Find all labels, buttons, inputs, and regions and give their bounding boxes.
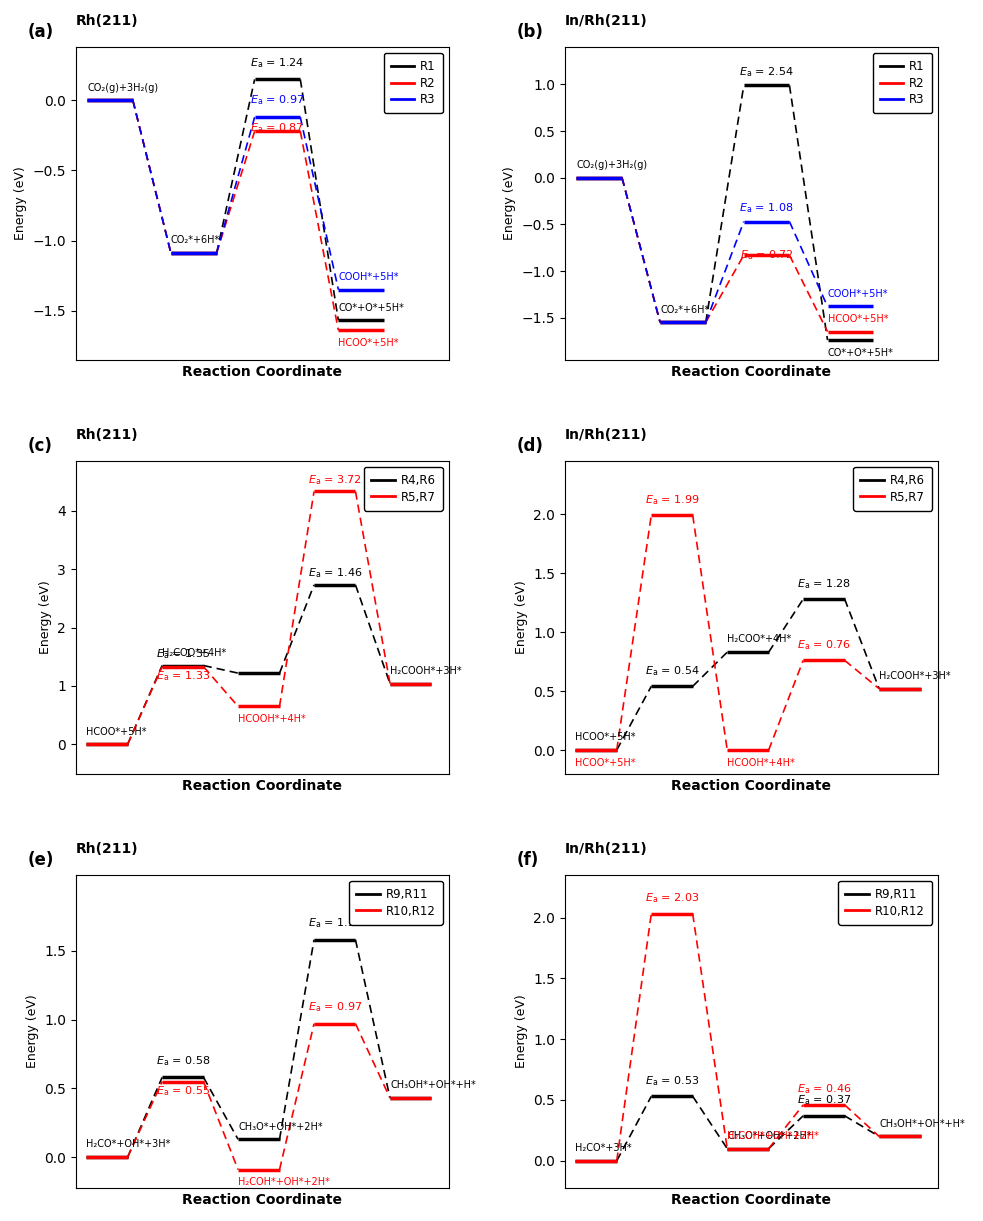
Y-axis label: Energy (eV): Energy (eV) <box>14 166 27 241</box>
Text: HCOO*+5H*: HCOO*+5H* <box>87 726 146 736</box>
Text: HCOO*+5H*: HCOO*+5H* <box>575 758 636 768</box>
Y-axis label: Energy (eV): Energy (eV) <box>503 166 516 241</box>
Text: $E_{\mathrm{a}}$ = 1.08: $E_{\mathrm{a}}$ = 1.08 <box>739 201 794 215</box>
Text: (c): (c) <box>28 437 52 454</box>
Text: HCOOH*+4H*: HCOOH*+4H* <box>727 758 795 768</box>
Text: $E_{\mathrm{a}}$ = 1.35: $E_{\mathrm{a}}$ = 1.35 <box>155 647 210 661</box>
Legend: R4,R6, R5,R7: R4,R6, R5,R7 <box>853 466 932 510</box>
Text: HCOO*+5H*: HCOO*+5H* <box>575 733 636 742</box>
Y-axis label: Energy (eV): Energy (eV) <box>515 994 528 1068</box>
Text: H₂CO*+3H*: H₂CO*+3H* <box>575 1143 632 1153</box>
Text: $E_{\mathrm{a}}$ = 2.54: $E_{\mathrm{a}}$ = 2.54 <box>739 65 794 79</box>
Text: Rh(211): Rh(211) <box>76 427 139 442</box>
Text: $E_{\mathrm{a}}$ = 0.97: $E_{\mathrm{a}}$ = 0.97 <box>251 94 305 107</box>
Text: $E_{\mathrm{a}}$ = 1.28: $E_{\mathrm{a}}$ = 1.28 <box>797 578 851 591</box>
Text: (a): (a) <box>28 23 53 40</box>
Legend: R4,R6, R5,R7: R4,R6, R5,R7 <box>364 466 442 510</box>
Text: H₂CO*+OH*+3H*: H₂CO*+OH*+3H* <box>87 1139 170 1149</box>
Text: CH₃OH*+OH*+H*: CH₃OH*+OH*+H* <box>879 1118 965 1128</box>
Text: $E_{\mathrm{a}}$ = 1.99: $E_{\mathrm{a}}$ = 1.99 <box>645 493 699 507</box>
Text: CH₃O*+OH*+2H*: CH₃O*+OH*+2H* <box>238 1122 322 1132</box>
Text: CO*+O*+5H*: CO*+O*+5H* <box>828 348 894 358</box>
Legend: R9,R11, R10,R12: R9,R11, R10,R12 <box>349 880 442 924</box>
X-axis label: Reaction Coordinate: Reaction Coordinate <box>671 365 832 380</box>
Text: CO₂*+6H*: CO₂*+6H* <box>171 236 220 245</box>
Text: H₂COO*+4H*: H₂COO*+4H* <box>727 635 791 645</box>
Text: HCOO*+5H*: HCOO*+5H* <box>338 338 399 348</box>
Legend: R1, R2, R3: R1, R2, R3 <box>383 53 442 114</box>
Text: (e): (e) <box>28 851 54 869</box>
Y-axis label: Energy (eV): Energy (eV) <box>26 994 38 1068</box>
Text: $E_{\mathrm{a}}$ = 1.58: $E_{\mathrm{a}}$ = 1.58 <box>308 916 362 930</box>
X-axis label: Reaction Coordinate: Reaction Coordinate <box>182 365 342 380</box>
Text: CO₂(g)+3H₂(g): CO₂(g)+3H₂(g) <box>87 83 158 93</box>
Text: COOH*+5H*: COOH*+5H* <box>338 272 399 282</box>
Text: H₂COOH*+3H*: H₂COOH*+3H* <box>390 665 462 676</box>
Text: CO₂(g)+3H₂(g): CO₂(g)+3H₂(g) <box>576 160 648 170</box>
Y-axis label: Energy (eV): Energy (eV) <box>38 580 52 654</box>
Text: In/Rh(211): In/Rh(211) <box>565 841 648 856</box>
Text: $E_{\mathrm{a}}$ = 0.58: $E_{\mathrm{a}}$ = 0.58 <box>155 1054 210 1068</box>
X-axis label: Reaction Coordinate: Reaction Coordinate <box>671 1193 832 1208</box>
Text: $E_{\mathrm{a}}$ = 1.33: $E_{\mathrm{a}}$ = 1.33 <box>155 669 210 684</box>
Text: $E_{\mathrm{a}}$ = 0.54: $E_{\mathrm{a}}$ = 0.54 <box>645 664 699 678</box>
Text: $E_{\mathrm{a}}$ = 0.53: $E_{\mathrm{a}}$ = 0.53 <box>645 1074 699 1088</box>
Text: HCOOH*+4H*: HCOOH*+4H* <box>238 714 306 724</box>
Legend: R9,R11, R10,R12: R9,R11, R10,R12 <box>838 880 932 924</box>
Text: CH₃O*+OH*+2H*: CH₃O*+OH*+2H* <box>727 1131 812 1140</box>
Text: $E_{\mathrm{a}}$ = 0.87: $E_{\mathrm{a}}$ = 0.87 <box>251 121 305 136</box>
X-axis label: Reaction Coordinate: Reaction Coordinate <box>671 779 832 794</box>
Text: $E_{\mathrm{a}}$ = 0.37: $E_{\mathrm{a}}$ = 0.37 <box>797 1094 851 1107</box>
Text: In/Rh(211): In/Rh(211) <box>565 13 648 28</box>
Text: $E_{\mathrm{a}}$ = 1.24: $E_{\mathrm{a}}$ = 1.24 <box>251 56 305 70</box>
Legend: R1, R2, R3: R1, R2, R3 <box>873 53 932 114</box>
Text: Rh(211): Rh(211) <box>76 841 139 856</box>
Text: $E_{\mathrm{a}}$ = 3.72: $E_{\mathrm{a}}$ = 3.72 <box>308 473 362 487</box>
Text: $E_{\mathrm{a}}$ = 0.55: $E_{\mathrm{a}}$ = 0.55 <box>155 1084 210 1098</box>
Text: (d): (d) <box>516 437 544 454</box>
Text: HCOO*+5H*: HCOO*+5H* <box>828 314 888 324</box>
Text: (b): (b) <box>516 23 544 40</box>
Text: Rh(211): Rh(211) <box>76 13 139 28</box>
Text: $E_{\mathrm{a}}$ = 0.76: $E_{\mathrm{a}}$ = 0.76 <box>797 639 850 652</box>
X-axis label: Reaction Coordinate: Reaction Coordinate <box>182 1193 342 1208</box>
Text: $E_{\mathrm{a}}$ = 0.46: $E_{\mathrm{a}}$ = 0.46 <box>796 1083 851 1096</box>
Text: H₂COOH*+3H*: H₂COOH*+3H* <box>879 670 951 681</box>
Text: CO*+O*+5H*: CO*+O*+5H* <box>338 303 404 313</box>
Text: H₂COH*+OH*+2H*: H₂COH*+OH*+2H* <box>727 1131 819 1140</box>
Text: CH₃OH*+OH*+H*: CH₃OH*+OH*+H* <box>390 1081 476 1090</box>
Text: H₂COH*+OH*+2H*: H₂COH*+OH*+2H* <box>238 1177 330 1188</box>
Text: $E_{\mathrm{a}}$ = 1.46: $E_{\mathrm{a}}$ = 1.46 <box>308 567 362 580</box>
Text: In/Rh(211): In/Rh(211) <box>565 427 648 442</box>
Text: $E_{\mathrm{a}}$ = 0.97: $E_{\mathrm{a}}$ = 0.97 <box>308 1000 362 1015</box>
Text: CO₂*+6H*: CO₂*+6H* <box>660 304 710 315</box>
Text: H₂COO*+4H*: H₂COO*+4H* <box>162 647 226 658</box>
X-axis label: Reaction Coordinate: Reaction Coordinate <box>182 779 342 794</box>
Y-axis label: Energy (eV): Energy (eV) <box>515 580 528 654</box>
Text: (f): (f) <box>516 851 539 869</box>
Text: COOH*+5H*: COOH*+5H* <box>828 288 888 299</box>
Text: $E_{\mathrm{a}}$ = 2.03: $E_{\mathrm{a}}$ = 2.03 <box>645 891 699 906</box>
Text: $E_{\mathrm{a}}$ = 0.72: $E_{\mathrm{a}}$ = 0.72 <box>740 249 793 263</box>
